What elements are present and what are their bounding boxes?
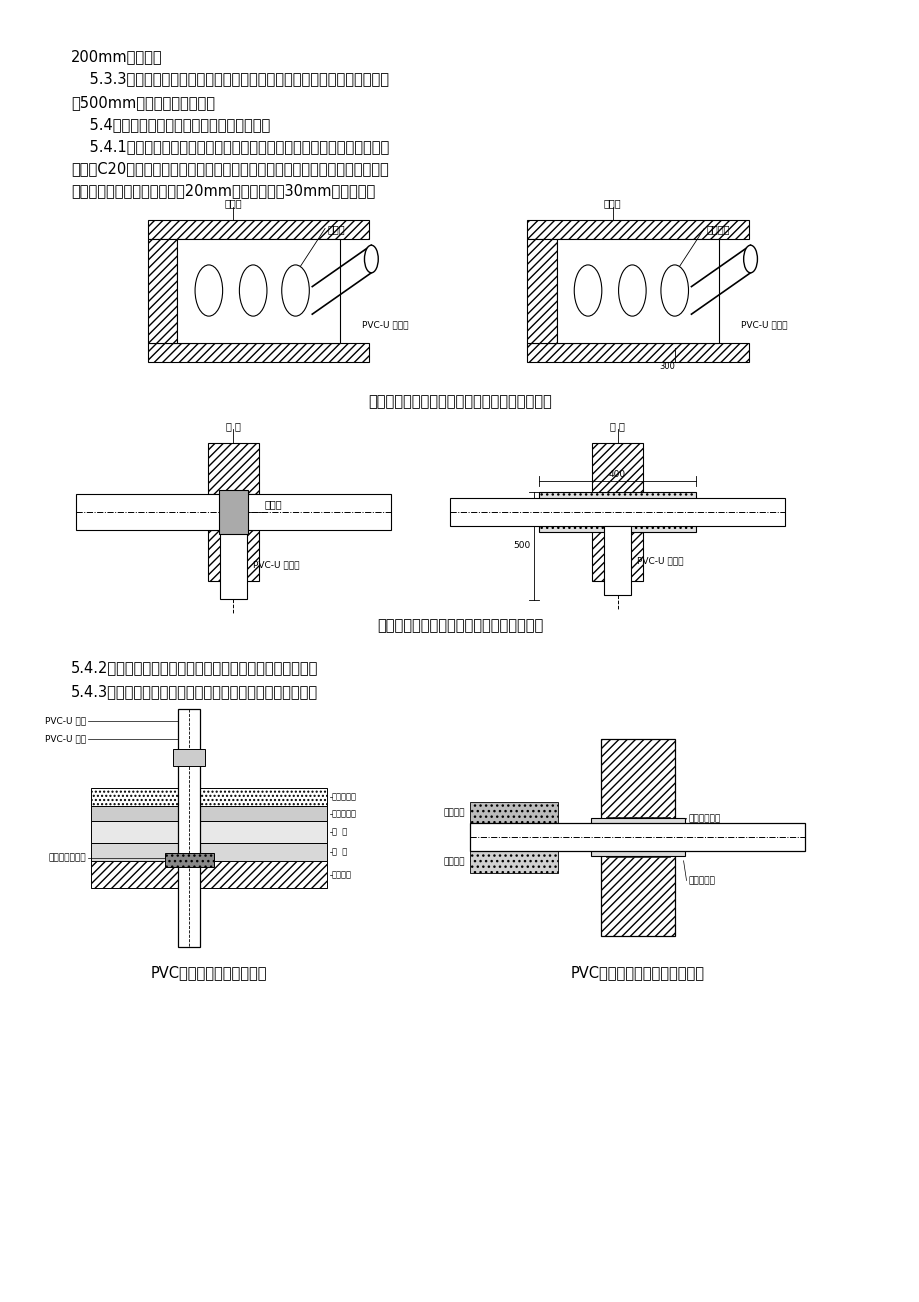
Text: 5.4.3管道穿越地下室外墙时要加刚性防水套管，如下图示：: 5.4.3管道穿越地下室外墙时要加刚性防水套管，如下图示：: [71, 685, 318, 699]
Text: 阻火圈: 阻火圈: [326, 224, 345, 234]
Text: 屋面整筑层: 屋面整筑层: [332, 792, 357, 801]
Text: PVC-U 横支管: PVC-U 横支管: [740, 320, 787, 329]
Text: 于500mm的防火套管。见下图: 于500mm的防火套管。见下图: [71, 95, 215, 111]
Text: 300: 300: [658, 362, 674, 371]
Bar: [591, 443, 642, 495]
Bar: [449, 499, 784, 526]
Text: 保  温: 保 温: [332, 828, 346, 837]
Bar: [470, 802, 558, 823]
Text: 防火套管: 防火套管: [706, 224, 729, 234]
Text: 墙 体: 墙 体: [226, 422, 241, 431]
Bar: [605, 818, 669, 857]
Bar: [219, 491, 248, 534]
Text: 防水胶泥: 防水胶泥: [443, 809, 464, 818]
Bar: [527, 240, 556, 342]
Bar: [91, 822, 326, 844]
Text: 管道穿越防火区隔墙阻火圈、防火套管安装: 管道穿越防火区隔墙阻火圈、防火套管安装: [377, 618, 542, 634]
Text: 防火套管: 防火套管: [700, 499, 724, 509]
Text: PVC-U 管箍: PVC-U 管箍: [44, 734, 85, 743]
Text: 5.3.3横管穿越防火区隔墙时，管道穿越墙体的两侧设置阻火圈或长度不小: 5.3.3横管穿越防火区隔墙时，管道穿越墙体的两侧设置阻火圈或长度不小: [71, 70, 389, 86]
Bar: [148, 240, 177, 342]
Bar: [148, 220, 369, 240]
Text: 横支管接入管道井中立管阻火圈、防火套管安装: 横支管接入管道井中立管阻火圈、防火套管安装: [368, 395, 551, 409]
Text: PVC-U 横支管: PVC-U 横支管: [253, 560, 300, 569]
Text: 5.4管道穿越楼层处的施工应符合下列规定：: 5.4管道穿越楼层处的施工应符合下列规定：: [71, 117, 270, 133]
Text: 混凝土楼: 混凝土楼: [332, 870, 352, 879]
Bar: [208, 443, 259, 495]
Bar: [220, 530, 247, 599]
Text: 管道井: 管道井: [224, 198, 242, 208]
Text: 并采用C20细石混凝土分二次浇捣密实。浇筑结束后，结合找平层或面层施工，: 并采用C20细石混凝土分二次浇捣密实。浇筑结束后，结合找平层或面层施工，: [71, 161, 389, 177]
Text: 水泥砂浆: 水泥砂浆: [443, 857, 464, 866]
Bar: [603, 526, 630, 595]
Text: 墙 体: 墙 体: [609, 422, 624, 431]
Bar: [91, 844, 326, 861]
Bar: [590, 819, 684, 855]
Text: 5.4.2管道穿越屋面时应采取可靠的防渗漏措施，如下图示：: 5.4.2管道穿越屋面时应采取可靠的防渗漏措施，如下图示：: [71, 660, 318, 674]
Ellipse shape: [573, 264, 601, 316]
Bar: [527, 220, 748, 240]
Text: 找  平: 找 平: [332, 848, 346, 857]
Text: 阻火圈: 阻火圈: [265, 499, 282, 509]
Bar: [600, 738, 674, 936]
Ellipse shape: [743, 245, 756, 273]
Ellipse shape: [239, 264, 267, 316]
Text: 5.4.1管道穿越楼板处为固定支承点时，管道安装结束配合土建进行支模，: 5.4.1管道穿越楼板处为固定支承点时，管道安装结束配合土建进行支模，: [71, 139, 389, 154]
Text: PVC管道穿越屋面层示意图: PVC管道穿越屋面层示意图: [151, 965, 267, 980]
Bar: [470, 852, 558, 872]
Ellipse shape: [618, 264, 645, 316]
Bar: [470, 823, 804, 852]
Bar: [556, 240, 719, 342]
Bar: [91, 861, 326, 888]
Text: PVC-U 横支管: PVC-U 横支管: [361, 320, 407, 329]
Bar: [165, 853, 213, 867]
Text: PVC管道穿越地下室外墙示意图: PVC管道穿越地下室外墙示意图: [570, 965, 704, 980]
Text: 200mm。见下图: 200mm。见下图: [71, 49, 163, 64]
Bar: [591, 530, 642, 581]
Text: 500: 500: [513, 542, 530, 551]
Text: 混凝土外墙: 混凝土外墙: [687, 876, 715, 885]
Ellipse shape: [660, 264, 687, 316]
Bar: [91, 788, 326, 806]
Text: 在管道周围应筑成厚度不小于20mm，宽度不小于30mm的阻水圈。: 在管道周围应筑成厚度不小于20mm，宽度不小于30mm的阻水圈。: [71, 184, 375, 198]
Bar: [527, 342, 748, 362]
Text: 屋面防水层: 屋面防水层: [332, 809, 357, 818]
Text: 预埋刚性套管: 预埋刚性套管: [687, 814, 720, 823]
Text: 管道井: 管道井: [603, 198, 621, 208]
Bar: [148, 342, 369, 362]
Bar: [75, 495, 391, 530]
Bar: [91, 806, 326, 822]
Bar: [539, 492, 696, 531]
Text: PVC-U 横支管: PVC-U 横支管: [637, 556, 683, 565]
Ellipse shape: [364, 245, 378, 273]
Text: PVC-U 管: PVC-U 管: [687, 833, 723, 841]
Ellipse shape: [281, 264, 309, 316]
Bar: [178, 710, 199, 948]
Bar: [173, 749, 205, 767]
Bar: [208, 530, 259, 581]
Text: 400: 400: [608, 470, 626, 479]
Text: 水泥砂浆止水圈: 水泥砂浆止水圈: [48, 853, 85, 862]
Ellipse shape: [195, 264, 222, 316]
Bar: [177, 240, 339, 342]
Text: PVC-U 管道: PVC-U 管道: [44, 716, 85, 725]
